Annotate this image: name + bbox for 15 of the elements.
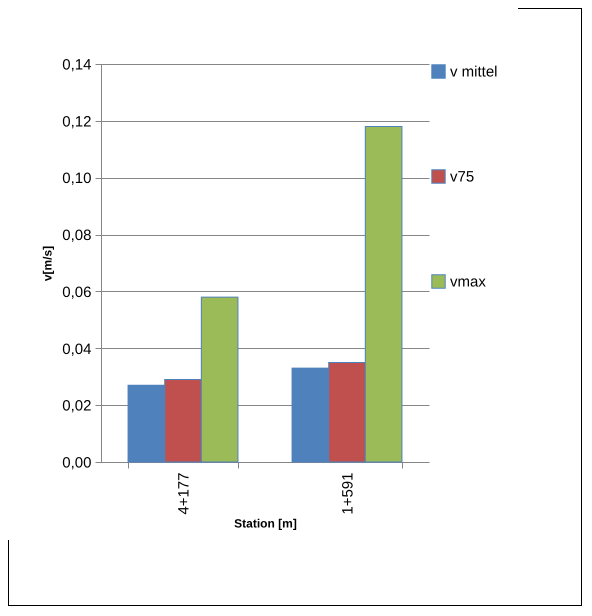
y-tick-label: 0,06 <box>62 284 92 301</box>
y-tick-label: 0,02 <box>62 398 92 415</box>
legend-label: v mittel <box>450 64 498 80</box>
legend-label: vmax <box>450 274 486 290</box>
y-tick-label: 0,00 <box>62 454 92 472</box>
y-tick-label: 0,10 <box>62 170 92 188</box>
y-tick-label: 0,04 <box>62 340 92 358</box>
x-tick-label: 1+591 <box>340 472 356 515</box>
y-tick-label: 0,08 <box>62 227 92 244</box>
legend-label: v75 <box>450 168 474 186</box>
x-tick-label: 4+177 <box>176 472 192 515</box>
y-tick-label: 0,14 <box>62 56 92 74</box>
y-tick-label: 0,12 <box>62 113 92 130</box>
y-axis-title: v[m/s] <box>40 246 54 282</box>
x-axis-title: Station [m] <box>234 516 297 531</box>
